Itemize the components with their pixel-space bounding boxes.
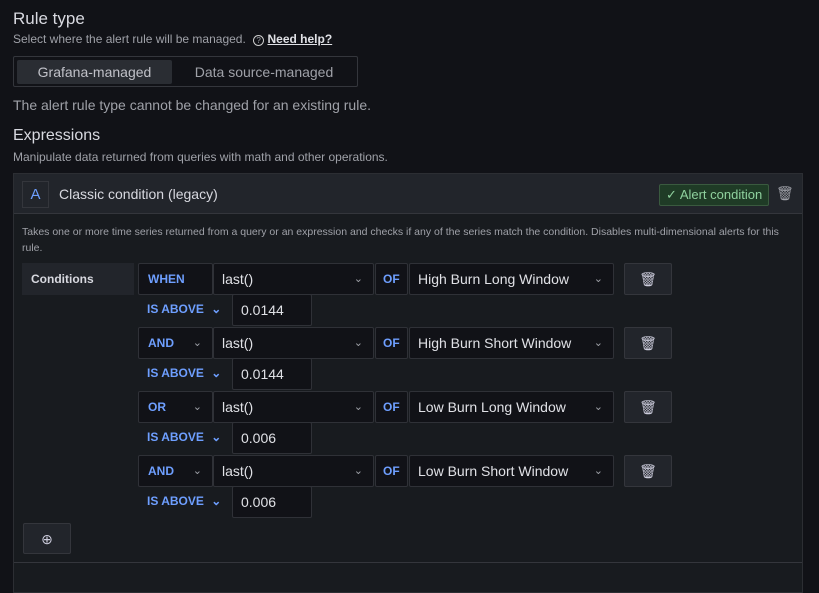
reducer-select[interactable]: last() ⌄ — [213, 263, 374, 295]
description-text: Select where the alert rule will be mana… — [13, 32, 246, 46]
evaluator-select[interactable]: IS ABOVE ⌄ — [147, 422, 221, 452]
of-text: OF — [383, 400, 400, 414]
threshold-value: 0.006 — [241, 494, 277, 510]
reducer-value: last() — [222, 271, 254, 287]
chevron-down-icon: ⌄ — [353, 337, 363, 349]
evaluator-select[interactable]: IS ABOVE ⌄ — [147, 294, 221, 324]
alert-condition-badge[interactable]: ✓ Alert condition — [659, 184, 770, 206]
reducer-select[interactable]: last() ⌄ — [213, 327, 374, 359]
chevron-down-icon: ⌄ — [192, 401, 202, 413]
query-select[interactable]: Low Burn Short Window ⌄ — [409, 455, 614, 487]
evaluator-label: IS ABOVE — [147, 302, 204, 316]
expression-title: Classic condition (legacy) — [59, 186, 218, 202]
trash-icon: 🗑 — [639, 399, 657, 415]
expressions-title: Expressions — [13, 127, 101, 144]
divider — [14, 562, 802, 563]
need-help-link[interactable]: Need help? — [267, 32, 333, 46]
chevron-down-icon: ⌄ — [192, 465, 202, 477]
of-label: OF — [375, 327, 408, 359]
expression-header: A Classic condition (legacy) ✓ Alert con… — [14, 174, 802, 214]
threshold-input[interactable]: 0.0144 — [232, 294, 312, 326]
expression-description: Takes one or more time series returned f… — [22, 226, 779, 254]
rule-type-note: The alert rule type cannot be changed fo… — [13, 97, 371, 113]
add-condition-button[interactable]: ⊕ — [23, 523, 71, 554]
operator-label: AND — [148, 464, 174, 478]
of-text: OF — [383, 272, 400, 286]
reducer-select[interactable]: last() ⌄ — [213, 455, 374, 487]
chevron-down-icon: ⌄ — [353, 401, 363, 413]
chevron-down-icon: ⌄ — [593, 337, 603, 349]
reducer-value: last() — [222, 463, 254, 479]
chevron-down-icon: ⌄ — [593, 273, 603, 285]
operator-select[interactable]: OR ⌄ — [138, 391, 213, 423]
query-value: High Burn Long Window — [418, 271, 569, 287]
expressions-description: Manipulate data returned from queries wi… — [13, 150, 388, 164]
operator-select[interactable]: WHEN — [138, 263, 213, 295]
chevron-down-icon: ⌄ — [353, 465, 363, 477]
check-icon: ✓ — [666, 187, 677, 202]
query-value: Low Burn Long Window — [418, 399, 566, 415]
option-data-source-managed[interactable]: Data source-managed — [194, 64, 334, 80]
trash-icon: 🗑 — [639, 463, 657, 479]
of-label: OF — [375, 455, 408, 487]
badge-label: Alert condition — [679, 187, 763, 202]
chevron-down-icon: ⌄ — [353, 273, 363, 285]
operator-label: AND — [148, 336, 174, 350]
trash-icon: 🗑 — [639, 271, 657, 287]
operator-select[interactable]: AND ⌄ — [138, 327, 213, 359]
of-text: OF — [383, 336, 400, 350]
expression-ref: A — [22, 181, 49, 208]
rule-type-selector: Grafana-managed Data source-managed — [13, 56, 358, 87]
plus-circle-icon: ⊕ — [41, 531, 53, 547]
operator-label: OR — [148, 400, 166, 414]
reducer-select[interactable]: last() ⌄ — [213, 391, 374, 423]
threshold-input[interactable]: 0.006 — [232, 486, 312, 518]
evaluator-select[interactable]: IS ABOVE ⌄ — [147, 486, 221, 516]
evaluator-label: IS ABOVE — [147, 366, 204, 380]
query-select[interactable]: Low Burn Long Window ⌄ — [409, 391, 614, 423]
evaluator-label: IS ABOVE — [147, 430, 204, 444]
reducer-value: last() — [222, 335, 254, 351]
chevron-down-icon: ⌄ — [192, 337, 202, 349]
delete-condition-button[interactable]: 🗑 — [624, 327, 672, 359]
chevron-down-icon: ⌄ — [211, 302, 222, 316]
help-icon: ? — [253, 35, 265, 46]
threshold-input[interactable]: 0.0144 — [232, 358, 312, 390]
rule-type-title: Rule type — [13, 9, 85, 28]
delete-expression-icon[interactable]: 🗑 — [776, 185, 794, 201]
chevron-down-icon: ⌄ — [211, 430, 222, 444]
evaluator-label: IS ABOVE — [147, 494, 204, 508]
query-select[interactable]: High Burn Short Window ⌄ — [409, 327, 614, 359]
threshold-value: 0.0144 — [241, 366, 284, 382]
chevron-down-icon: ⌄ — [211, 366, 222, 380]
threshold-value: 0.006 — [241, 430, 277, 446]
expression-panel: A Classic condition (legacy) ✓ Alert con… — [13, 173, 803, 593]
rule-type-description: Select where the alert rule will be mana… — [13, 32, 332, 46]
threshold-input[interactable]: 0.006 — [232, 422, 312, 454]
threshold-value: 0.0144 — [241, 302, 284, 318]
of-label: OF — [375, 263, 408, 295]
option-grafana-managed[interactable]: Grafana-managed — [17, 60, 172, 84]
operator-select[interactable]: AND ⌄ — [138, 455, 213, 487]
conditions-label: Conditions — [22, 263, 134, 295]
delete-condition-button[interactable]: 🗑 — [624, 391, 672, 423]
chevron-down-icon: ⌄ — [593, 465, 603, 477]
query-value: Low Burn Short Window — [418, 463, 569, 479]
chevron-down-icon: ⌄ — [211, 494, 222, 508]
operator-label: WHEN — [148, 272, 185, 286]
of-label: OF — [375, 391, 408, 423]
query-select[interactable]: High Burn Long Window ⌄ — [409, 263, 614, 295]
delete-condition-button[interactable]: 🗑 — [624, 455, 672, 487]
reducer-value: last() — [222, 399, 254, 415]
of-text: OF — [383, 464, 400, 478]
chevron-down-icon: ⌄ — [593, 401, 603, 413]
query-value: High Burn Short Window — [418, 335, 572, 351]
evaluator-select[interactable]: IS ABOVE ⌄ — [147, 358, 221, 388]
trash-icon: 🗑 — [639, 335, 657, 351]
delete-condition-button[interactable]: 🗑 — [624, 263, 672, 295]
